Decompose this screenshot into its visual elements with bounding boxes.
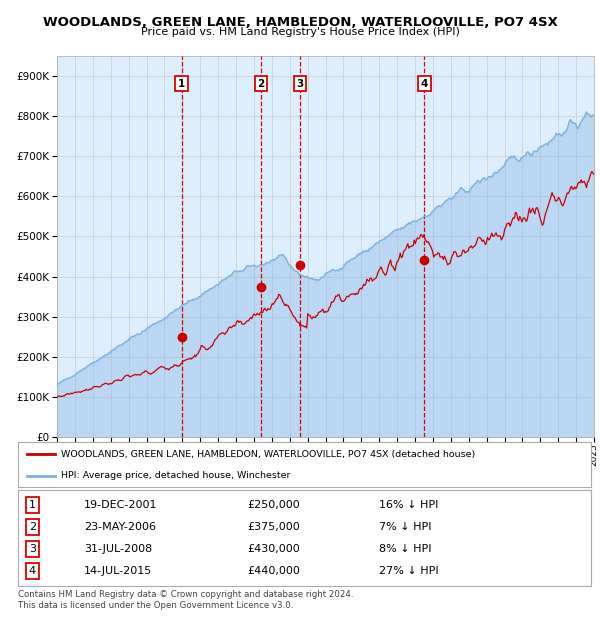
Text: £440,000: £440,000 — [247, 566, 300, 576]
Text: 2: 2 — [257, 79, 265, 89]
Text: This data is licensed under the Open Government Licence v3.0.: This data is licensed under the Open Gov… — [18, 601, 293, 611]
Text: HPI: Average price, detached house, Winchester: HPI: Average price, detached house, Winc… — [61, 471, 290, 480]
Text: 3: 3 — [29, 544, 36, 554]
Text: £375,000: £375,000 — [247, 522, 300, 532]
Text: Contains HM Land Registry data © Crown copyright and database right 2024.: Contains HM Land Registry data © Crown c… — [18, 590, 353, 600]
Text: 4: 4 — [421, 79, 428, 89]
Text: 1: 1 — [29, 500, 36, 510]
Text: 31-JUL-2008: 31-JUL-2008 — [84, 544, 152, 554]
Text: 1: 1 — [178, 79, 185, 89]
Text: 8% ↓ HPI: 8% ↓ HPI — [379, 544, 431, 554]
Text: 19-DEC-2001: 19-DEC-2001 — [84, 500, 157, 510]
Text: 16% ↓ HPI: 16% ↓ HPI — [379, 500, 439, 510]
Text: WOODLANDS, GREEN LANE, HAMBLEDON, WATERLOOVILLE, PO7 4SX (detached house): WOODLANDS, GREEN LANE, HAMBLEDON, WATERL… — [61, 450, 475, 459]
Text: Price paid vs. HM Land Registry's House Price Index (HPI): Price paid vs. HM Land Registry's House … — [140, 27, 460, 37]
Text: 14-JUL-2015: 14-JUL-2015 — [84, 566, 152, 576]
Text: 27% ↓ HPI: 27% ↓ HPI — [379, 566, 439, 576]
Text: 4: 4 — [29, 566, 36, 576]
Text: WOODLANDS, GREEN LANE, HAMBLEDON, WATERLOOVILLE, PO7 4SX: WOODLANDS, GREEN LANE, HAMBLEDON, WATERL… — [43, 16, 557, 29]
Text: 2: 2 — [29, 522, 36, 532]
Text: 7% ↓ HPI: 7% ↓ HPI — [379, 522, 431, 532]
Text: £250,000: £250,000 — [247, 500, 300, 510]
Text: £430,000: £430,000 — [247, 544, 300, 554]
Text: 23-MAY-2006: 23-MAY-2006 — [84, 522, 156, 532]
Text: 3: 3 — [296, 79, 304, 89]
